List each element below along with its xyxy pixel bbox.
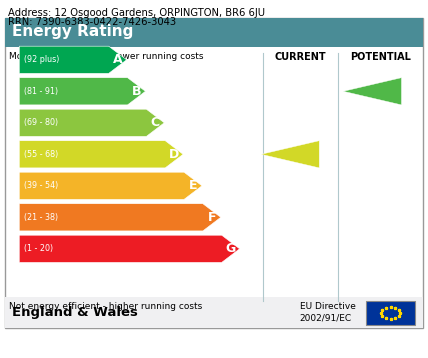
Bar: [366, 301, 415, 325]
Text: D: D: [169, 148, 179, 161]
Text: A: A: [113, 53, 122, 66]
Text: (39 - 54): (39 - 54): [24, 181, 59, 190]
Text: England & Wales: England & Wales: [12, 306, 138, 319]
Text: POTENTIAL: POTENTIAL: [350, 52, 411, 62]
Text: B: B: [132, 85, 141, 98]
Text: G: G: [226, 242, 236, 255]
Text: 82: 82: [363, 84, 382, 98]
Text: 55: 55: [280, 147, 300, 161]
Polygon shape: [19, 78, 146, 105]
Text: (92 plus): (92 plus): [24, 55, 60, 64]
Polygon shape: [19, 46, 127, 73]
Text: E: E: [189, 179, 197, 192]
Text: Energy Rating: Energy Rating: [12, 24, 134, 39]
Polygon shape: [19, 204, 221, 231]
Text: F: F: [208, 211, 216, 224]
Text: EU Directive: EU Directive: [300, 303, 356, 311]
Polygon shape: [343, 78, 401, 105]
Polygon shape: [19, 109, 164, 136]
Text: Not energy efficient - higher running costs: Not energy efficient - higher running co…: [9, 302, 203, 311]
Bar: [5, 297, 423, 328]
Polygon shape: [19, 172, 202, 199]
Text: Address: 12 Osgood Gardens, ORPINGTON, BR6 6JU: Address: 12 Osgood Gardens, ORPINGTON, B…: [8, 8, 265, 18]
Text: Most energy efficient - lower running costs: Most energy efficient - lower running co…: [9, 52, 204, 61]
Text: (81 - 91): (81 - 91): [24, 87, 59, 96]
Polygon shape: [19, 141, 183, 168]
Text: (55 - 68): (55 - 68): [24, 150, 59, 159]
Text: (1 - 20): (1 - 20): [24, 244, 54, 253]
Polygon shape: [261, 141, 319, 168]
Bar: [5, 18, 423, 328]
Text: 2002/91/EC: 2002/91/EC: [300, 313, 352, 322]
Text: (69 - 80): (69 - 80): [24, 118, 59, 127]
Bar: [5, 18, 423, 47]
Text: RRN: 7390-6383-0422-7426-3043: RRN: 7390-6383-0422-7426-3043: [8, 17, 176, 27]
Polygon shape: [19, 235, 240, 262]
Text: (21 - 38): (21 - 38): [24, 213, 59, 222]
Text: CURRENT: CURRENT: [275, 52, 327, 62]
Text: C: C: [151, 116, 160, 129]
